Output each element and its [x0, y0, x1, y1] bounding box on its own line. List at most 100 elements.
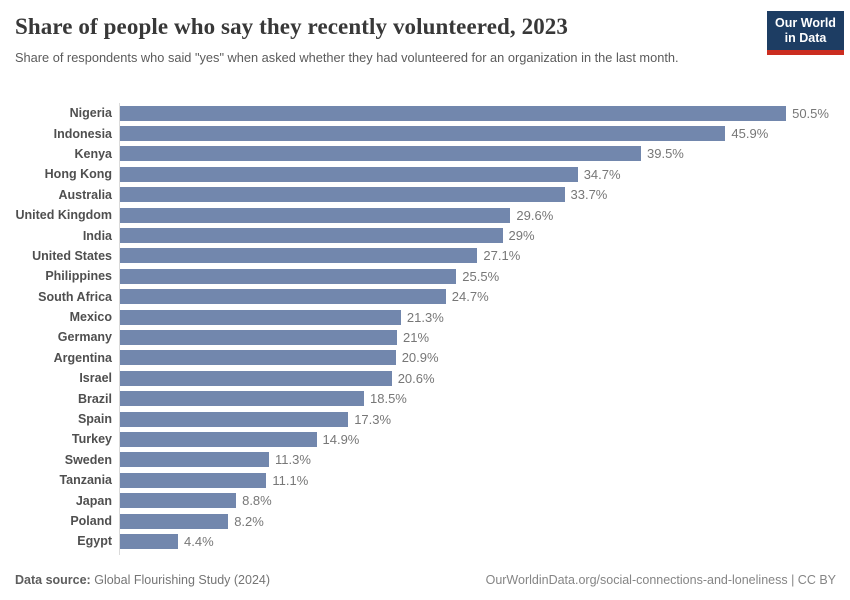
country-label: Sweden: [64, 452, 112, 467]
chart-footer: Data source: Global Flourishing Study (2…: [15, 573, 836, 587]
bar-track: 4.4%: [120, 531, 850, 551]
owid-logo-line1: Our World: [775, 16, 836, 30]
bar-row[interactable]: Indonesia 45.9%: [0, 123, 850, 143]
country-label: South Africa: [38, 289, 112, 304]
bar-row[interactable]: Tanzania 11.1%: [0, 470, 850, 490]
bar-row[interactable]: Germany 21%: [0, 327, 850, 347]
bar[interactable]: [120, 472, 267, 488]
bar-row[interactable]: Turkey 14.9%: [0, 429, 850, 449]
bar-row[interactable]: Japan 8.8%: [0, 490, 850, 510]
bar[interactable]: [120, 146, 641, 162]
bar-row[interactable]: United Kingdom 29.6%: [0, 205, 850, 225]
bar-track: 21%: [120, 327, 850, 347]
bar-track: 29%: [120, 225, 850, 245]
owid-logo[interactable]: Our World in Data: [767, 11, 844, 55]
bar[interactable]: [120, 431, 317, 447]
bar-row[interactable]: Brazil 18.5%: [0, 388, 850, 408]
bar-track: 11.1%: [120, 470, 850, 490]
bar-row[interactable]: Nigeria 50.5%: [0, 103, 850, 123]
bar[interactable]: [120, 268, 457, 284]
data-source-value: Global Flourishing Study (2024): [94, 573, 271, 587]
country-label: India: [82, 228, 112, 243]
chart-title: Share of people who say they recently vo…: [15, 14, 568, 39]
data-source: Data source: Global Flourishing Study (2…: [15, 573, 270, 587]
bar-track: 17.3%: [120, 409, 850, 429]
bar[interactable]: [120, 126, 726, 142]
bar-row[interactable]: Sweden 11.3%: [0, 450, 850, 470]
data-source-label: Data source:: [15, 573, 91, 587]
country-label: Tanzania: [59, 473, 112, 488]
bar[interactable]: [120, 228, 503, 244]
bar-row[interactable]: South Africa 24.7%: [0, 287, 850, 307]
bar-row[interactable]: Israel 20.6%: [0, 368, 850, 388]
bar-track: 29.6%: [120, 205, 850, 225]
value-label: 29.6%: [516, 207, 554, 223]
bar-row[interactable]: Egypt 4.4%: [0, 531, 850, 551]
bar[interactable]: [120, 513, 229, 529]
bar[interactable]: [120, 411, 349, 427]
bar-row[interactable]: Hong Kong 34.7%: [0, 164, 850, 184]
bar-rows: Nigeria 50.5% Indonesia 45.9% Kenya 39.5…: [0, 103, 850, 552]
value-label: 39.5%: [647, 146, 684, 162]
chart-header: Share of people who say they recently vo…: [15, 11, 844, 67]
value-label: 21%: [403, 329, 430, 345]
bar[interactable]: [120, 166, 578, 182]
bar-chart: Nigeria 50.5% Indonesia 45.9% Kenya 39.5…: [0, 103, 850, 555]
value-label: 21.3%: [406, 309, 444, 325]
bar[interactable]: [120, 207, 511, 223]
bar-track: 8.2%: [120, 511, 850, 531]
bar-track: 18.5%: [120, 388, 850, 408]
country-label: Poland: [70, 514, 112, 528]
bar-track: 25.5%: [120, 266, 850, 286]
bar-row[interactable]: Kenya 39.5%: [0, 144, 850, 164]
bar-row[interactable]: Mexico 21.3%: [0, 307, 850, 327]
country-label: Mexico: [69, 310, 112, 325]
country-label: Japan: [75, 493, 112, 508]
bar-track: 8.8%: [120, 490, 850, 510]
value-label: 29%: [508, 228, 535, 244]
bar[interactable]: [120, 493, 237, 509]
bar[interactable]: [120, 391, 364, 407]
bar[interactable]: [120, 350, 396, 366]
citation-link[interactable]: OurWorldinData.org/social-connections-an…: [485, 573, 836, 587]
value-label: 11.3%: [275, 452, 311, 468]
bar-row[interactable]: India 29%: [0, 225, 850, 245]
country-label: Nigeria: [69, 106, 112, 121]
country-label: Argentina: [53, 350, 112, 365]
bar[interactable]: [120, 329, 397, 345]
bar-track: 20.6%: [120, 368, 850, 388]
country-label: Turkey: [71, 432, 112, 447]
bar[interactable]: [120, 452, 269, 468]
y-axis-line: [119, 103, 120, 555]
value-label: 33.7%: [570, 187, 608, 203]
value-label: 8.2%: [234, 513, 264, 529]
bar[interactable]: [120, 248, 478, 264]
bar-row[interactable]: Australia 33.7%: [0, 185, 850, 205]
value-label: 8.8%: [242, 493, 272, 509]
value-label: 17.3%: [354, 411, 392, 427]
bar-track: 27.1%: [120, 246, 850, 266]
bar-row[interactable]: Philippines 25.5%: [0, 266, 850, 286]
bar-track: 33.7%: [120, 185, 850, 205]
owid-logo-line2: in Data: [784, 31, 827, 45]
country-label: Israel: [79, 371, 112, 386]
bar[interactable]: [120, 105, 787, 121]
bar-row[interactable]: Argentina 20.9%: [0, 348, 850, 368]
bar-row[interactable]: Poland 8.2%: [0, 511, 850, 531]
value-label: 34.7%: [583, 166, 621, 182]
bar[interactable]: [120, 309, 401, 325]
bar[interactable]: [120, 187, 565, 203]
value-label: 20.6%: [397, 370, 435, 386]
country-label: Spain: [77, 412, 112, 427]
value-label: 4.4%: [184, 533, 214, 549]
bar-track: 14.9%: [120, 429, 850, 449]
bar-row[interactable]: United States 27.1%: [0, 246, 850, 266]
bar-track: 24.7%: [120, 287, 850, 307]
bar[interactable]: [120, 533, 178, 549]
bar-row[interactable]: Spain 17.3%: [0, 409, 850, 429]
country-label: Hong Kong: [44, 167, 112, 182]
value-label: 11.1%: [272, 472, 309, 488]
value-label: 50.5%: [792, 105, 829, 121]
bar[interactable]: [120, 370, 392, 386]
bar[interactable]: [120, 289, 446, 305]
